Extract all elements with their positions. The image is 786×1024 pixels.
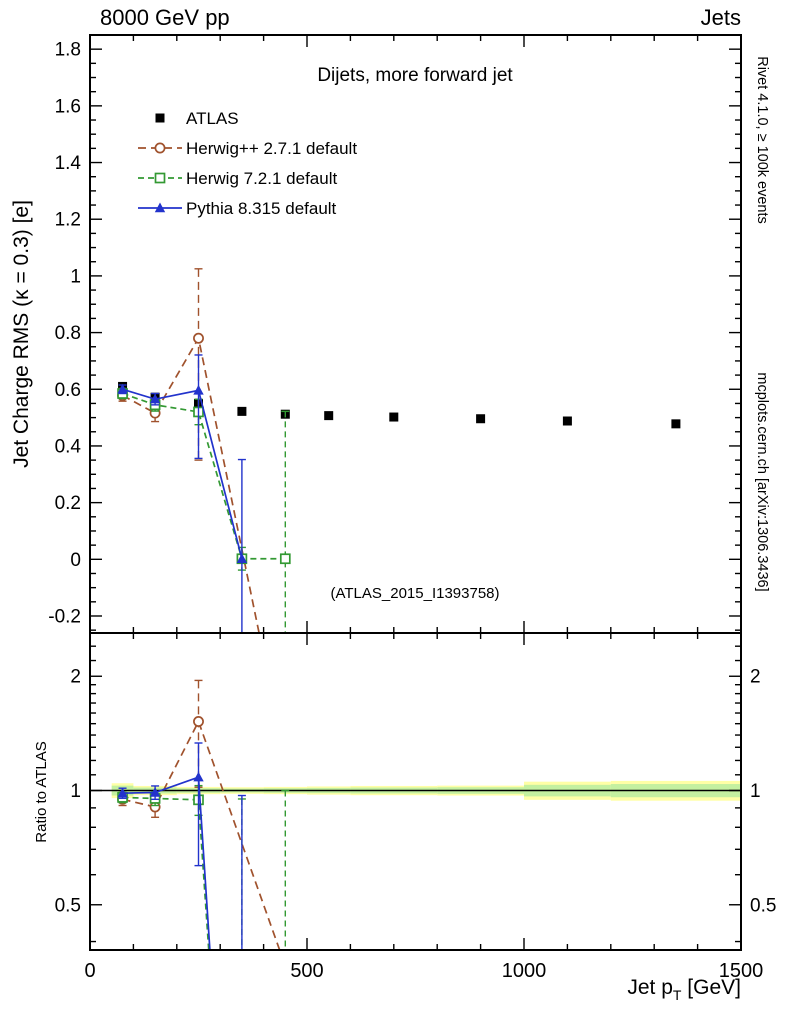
tick-label: 1 [750,781,761,802]
data-marker [193,384,204,395]
data-marker [562,416,572,426]
legend-label-herwig7: Herwig 7.2.1 default [186,169,337,188]
axis-ticks [89,34,742,950]
legend-samples [138,113,182,213]
x-axis-label: Jet pT [GeV] [627,976,741,1003]
x-axis-label-sub: T [673,987,682,1003]
tick-label: 1.6 [55,96,81,117]
y-axis-label-main: Jet Charge RMS (κ = 0.3) [e] [10,200,33,468]
tick-label: 0.8 [55,323,81,344]
tick-label: 1500 [719,960,764,982]
series-line [122,796,210,950]
tick-label: 1 [70,266,81,287]
series-herwig-2-7-1-default-main [117,268,260,633]
series-pythia-8-315-default-main [117,354,248,633]
x-axis-label-prefix: Jet p [627,976,673,999]
tick-label: 0.5 [55,895,81,916]
data-marker [154,202,166,213]
x-axis-label-suffix: [GeV] [681,976,741,999]
tick-label: 1 [70,781,81,802]
data-marker [117,383,128,394]
tick-label: 1.4 [55,153,82,174]
data-marker [154,172,166,184]
tick-label: 0.6 [55,380,81,401]
data-marker [236,553,248,563]
data-marker [389,412,399,422]
ratio-uncertainty-bands [90,780,741,801]
data-marker [155,113,165,123]
tick-label: 0 [84,960,95,982]
legend-label-pythia: Pythia 8.315 default [186,199,337,218]
data-marker [149,393,161,404]
tick-label: 0.2 [55,493,81,514]
tick-label: -0.2 [48,606,81,627]
tick-label: 0.4 [55,436,82,457]
series-pythia-8-315-default-ratio [117,742,246,950]
axis-tick-labels: -0.2 0 0.2 0.4 0.6 0.8 1 1.2 1.4 1.6 1.8 0.5 0.5 1 1 2 2… [48,40,776,982]
y-axis-label-ratio: Ratio to ATLAS [33,741,50,842]
data-marker [279,553,291,565]
tick-label: 2 [750,667,761,688]
panel-title: Dijets, more forward jet [317,65,513,86]
data-marker [154,142,166,154]
series-herwig-7-2-1-default-ratio [117,784,290,950]
legend-label-herwigpp: Herwig++ 2.7.1 default [186,139,357,158]
series-line [122,719,281,950]
mcplots-label: mcplots.cern.ch [arXiv:1306.3436] [754,372,770,591]
series-line [122,388,243,559]
ratio-panel-frame [89,632,742,951]
data-marker [193,771,204,782]
data-marker [193,332,204,344]
tick-label: 1000 [502,960,547,982]
series-line [122,776,211,950]
watermark: (ATLAS_2015_I1393758) [330,585,499,602]
series-herwig-7-2-1-default-main [117,387,291,633]
legend-label-atlas: ATLAS [186,109,239,128]
tick-label: 0.5 [750,895,776,916]
data-marker [476,414,486,424]
data-marker [671,419,681,429]
header-right: Jets [701,5,741,30]
data-marker [324,411,334,421]
tick-label: 500 [290,960,323,982]
data-marker [237,406,247,416]
series-line [122,392,286,560]
tick-label: 1.8 [55,40,81,61]
tick-label: 0 [70,550,81,571]
rivet-version-label: Rivet 4.1.0, ≥ 100k events [754,56,770,224]
tick-label: 1.2 [55,210,81,231]
data-marker [193,716,204,727]
header-left: 8000 GeV pp [100,5,230,30]
data-marker [149,786,161,797]
data-marker [117,787,128,798]
panel-frames [89,34,742,951]
tick-label: 2 [70,667,81,688]
